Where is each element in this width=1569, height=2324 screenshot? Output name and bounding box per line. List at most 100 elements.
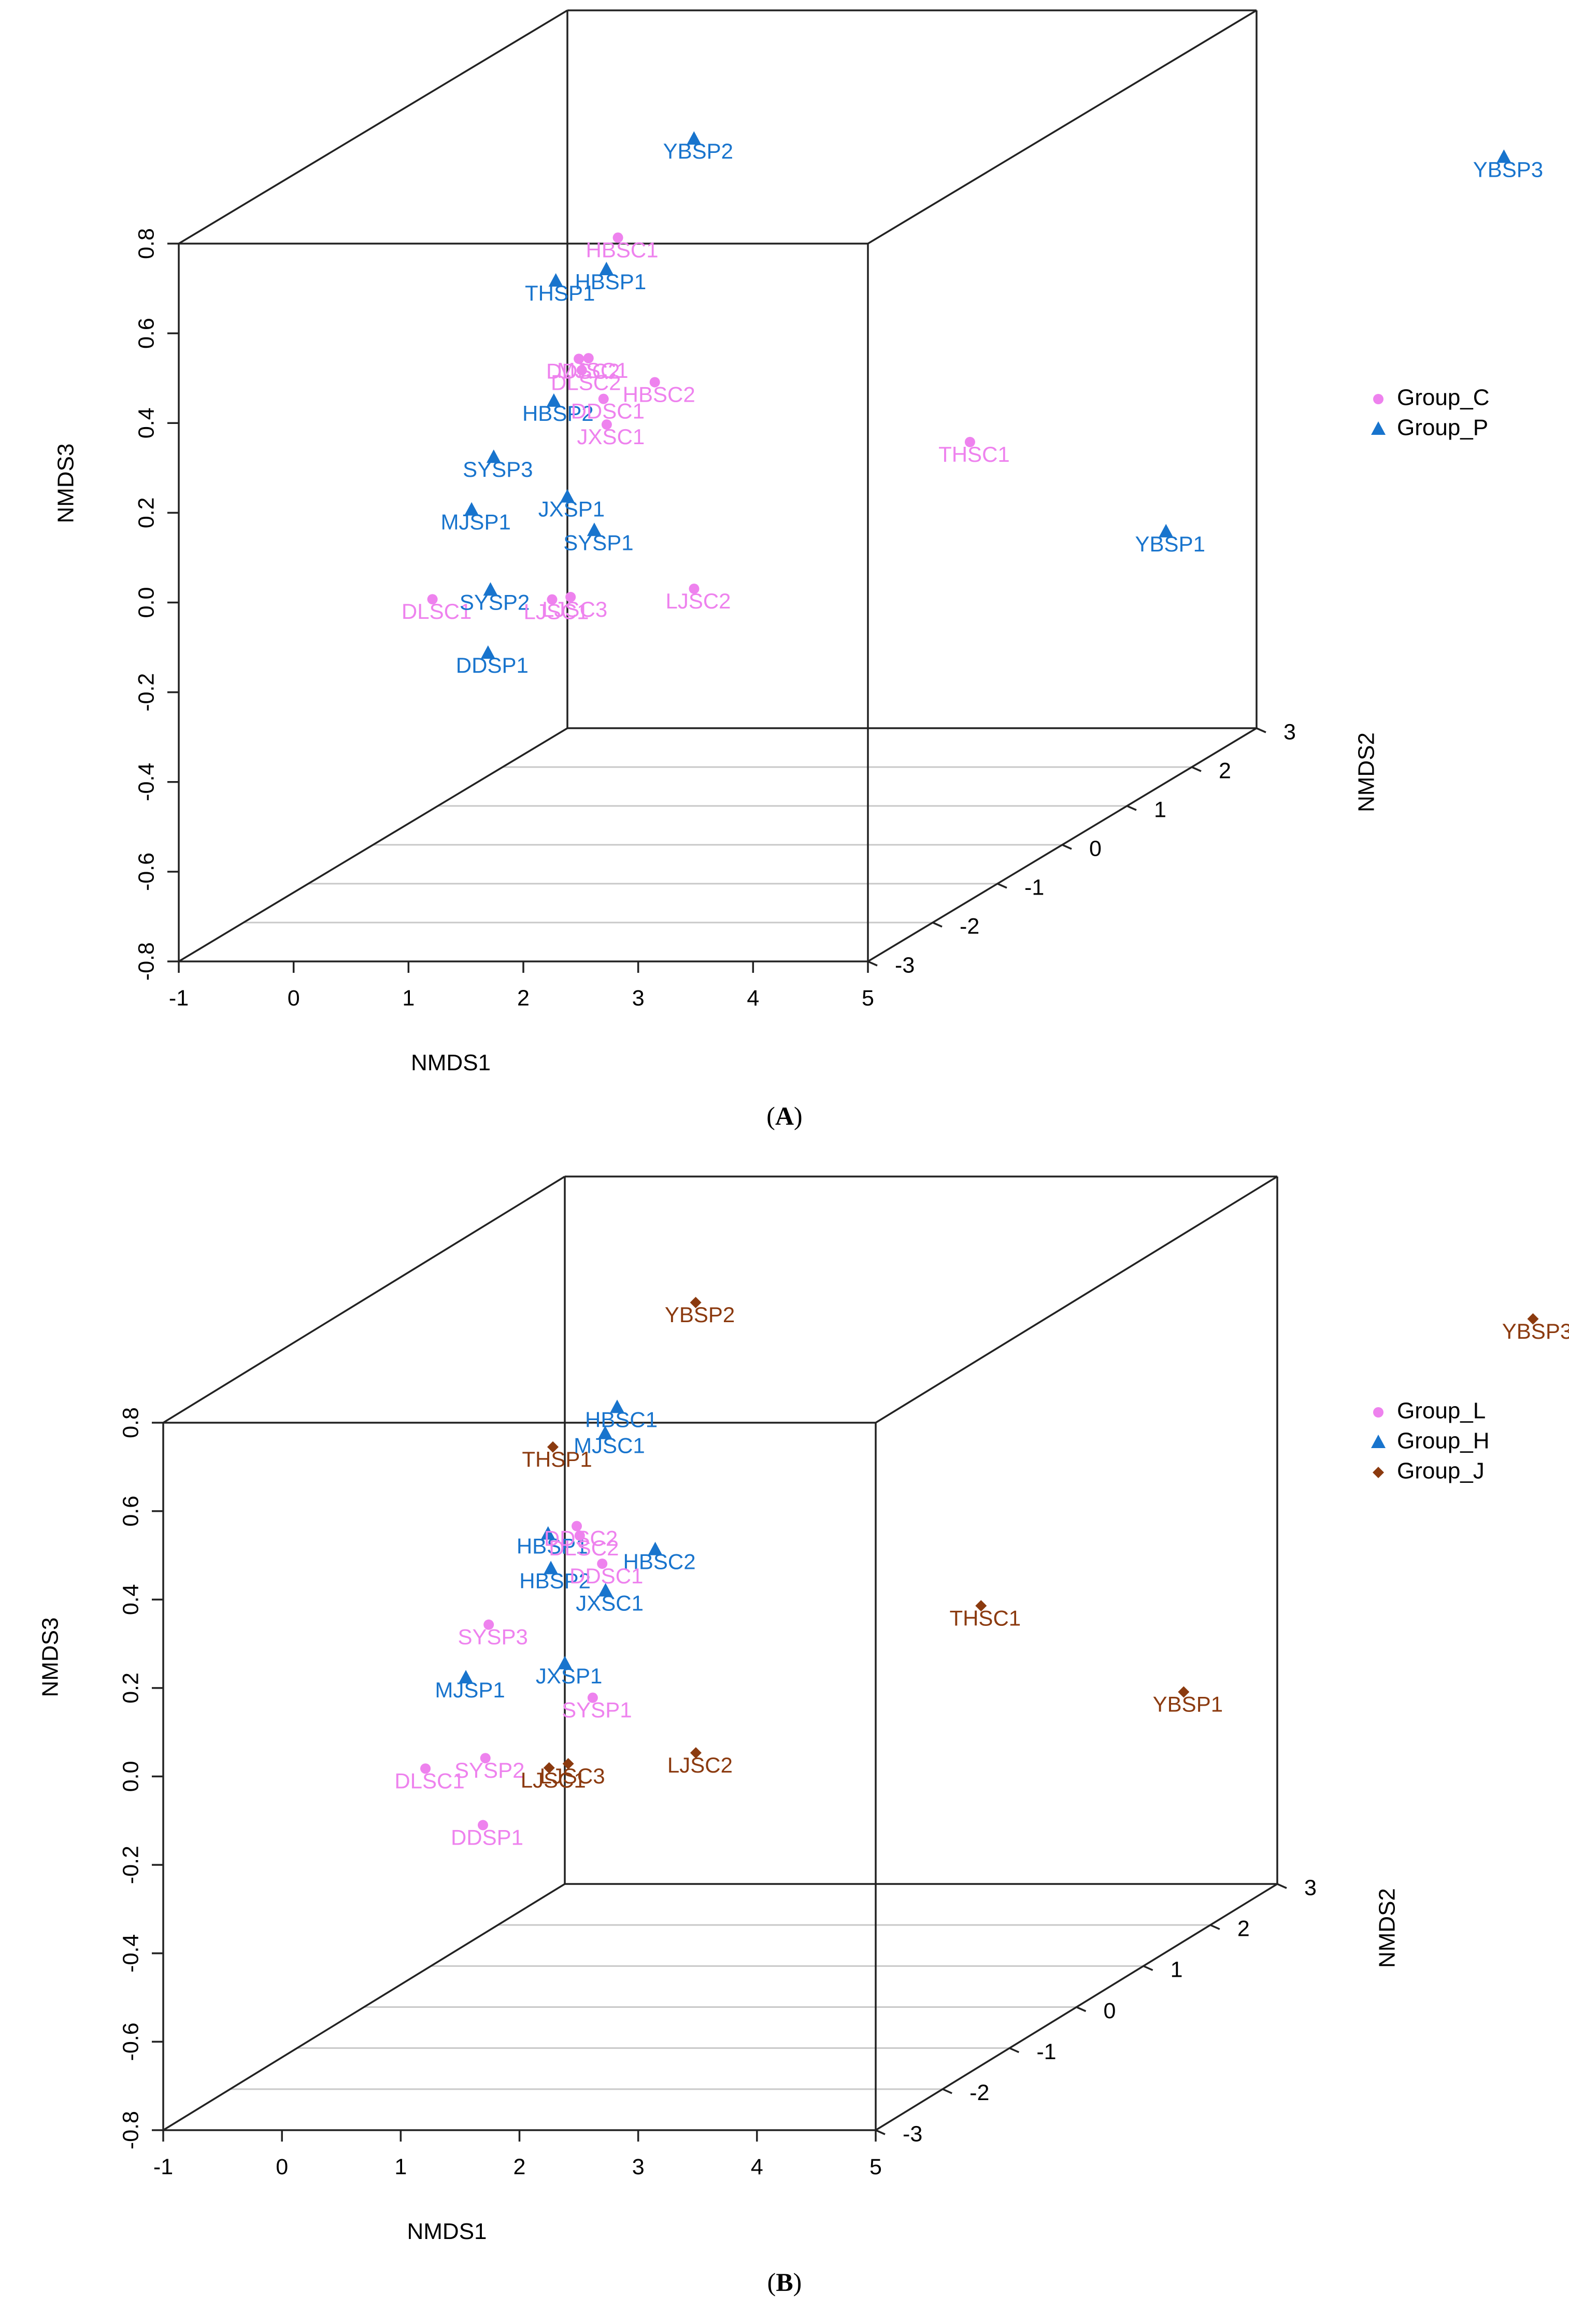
floor-grid bbox=[244, 766, 1192, 924]
point-ljsc3 bbox=[565, 591, 576, 602]
point-hbsc1 bbox=[610, 1399, 625, 1413]
x-tick-label: 3 bbox=[632, 2155, 645, 2179]
point-label: MJSP1 bbox=[440, 510, 510, 534]
point-label: LJSC2 bbox=[665, 589, 731, 613]
y-tick bbox=[1143, 1965, 1153, 1971]
point-ybsp3 bbox=[1527, 1313, 1539, 1325]
panel-b-nmds-plot: -1 0 1 2 3 4 5 -0.8 -0.6 -0.4 -0.2 0.0 0.2 0.4 0.6 0.8 -… bbox=[38, 1175, 1569, 2297]
z-tick-label: 0.6 bbox=[134, 318, 159, 349]
point-label: MJSP1 bbox=[435, 1678, 505, 1702]
point-mjsc1 bbox=[583, 353, 594, 364]
point-hbsp2 bbox=[546, 393, 561, 407]
point-jxsc1 bbox=[601, 419, 612, 430]
point-label: DDSC1 bbox=[571, 399, 645, 423]
x-tick-label: 1 bbox=[402, 986, 415, 1011]
legend-marker-group_p bbox=[1371, 421, 1386, 435]
legend-label: Group_C bbox=[1397, 385, 1490, 410]
point-label: YBSP1 bbox=[1153, 1692, 1223, 1716]
point-label: LJSC1 bbox=[523, 600, 589, 624]
legend-marker-group_j bbox=[1373, 1467, 1384, 1478]
point-label: MJSC1 bbox=[574, 1434, 645, 1458]
data-points: YBSP2HBSC1THSP1HBSP1MJSC1DDSC2DLSC2HBSC2… bbox=[394, 1297, 1569, 1849]
box-edge bbox=[163, 1883, 565, 2131]
point-dlsc2 bbox=[574, 1530, 585, 1541]
data-points: YBSP2HBSC1THSP1HBSP1MJSC1DDSC2DLSC2HBSC2… bbox=[402, 131, 1543, 677]
point-thsp1 bbox=[548, 273, 563, 287]
x-tick-label: 4 bbox=[751, 2155, 763, 2179]
y-tick bbox=[1062, 844, 1072, 850]
z-tick-label: 0.8 bbox=[134, 228, 159, 259]
point-label: LJSC1 bbox=[521, 1768, 586, 1792]
panel-a-nmds-plot: -1 0 1 2 3 4 5 -0.8 -0.6 -0.4 -0.2 0.0 0.2 0.4 0.6 0.8 -… bbox=[53, 9, 1543, 1130]
z-tick-label: 0.4 bbox=[134, 407, 159, 438]
point-mjsp1 bbox=[459, 1669, 474, 1683]
point-ljsc1 bbox=[547, 594, 558, 605]
point-hbsc2 bbox=[648, 1541, 663, 1555]
point-label: SYSP3 bbox=[463, 457, 533, 481]
y-tick bbox=[867, 960, 878, 967]
z-tick-label: -0.8 bbox=[118, 2111, 143, 2149]
point-label: SYSP1 bbox=[562, 1698, 632, 1722]
point-label: DDSP1 bbox=[451, 1825, 523, 1849]
z-axis-title: NMDS3 bbox=[38, 1617, 63, 1697]
point-label: HBSP2 bbox=[522, 401, 594, 426]
z-tick-label: -0.6 bbox=[118, 2022, 143, 2061]
point-ddsc1 bbox=[598, 393, 609, 404]
x-tick-label: -1 bbox=[169, 986, 189, 1011]
x-tick-label: 2 bbox=[517, 986, 530, 1011]
x-tick-label: 5 bbox=[869, 2155, 882, 2179]
point-sysp2 bbox=[480, 1753, 491, 1764]
y-tick-label: -2 bbox=[969, 2080, 989, 2105]
point-label: LJSC3 bbox=[540, 1764, 605, 1788]
point-mjsp1 bbox=[464, 502, 479, 516]
y-tick-label: 0 bbox=[1104, 1999, 1116, 2023]
point-ljsc1 bbox=[543, 1762, 555, 1774]
y-tick bbox=[1191, 766, 1202, 772]
point-label: DLSC1 bbox=[394, 1768, 464, 1793]
point-label: HBSC2 bbox=[623, 1550, 696, 1574]
y-tick bbox=[1256, 727, 1266, 733]
x-tick-label: 5 bbox=[862, 986, 874, 1011]
y-tick-label: 0 bbox=[1089, 836, 1102, 861]
legend-label: Group_P bbox=[1397, 415, 1488, 441]
point-label: DDSC1 bbox=[569, 1564, 643, 1588]
x-tick-label: 0 bbox=[276, 2155, 288, 2179]
x-tick-label: 3 bbox=[632, 986, 645, 1011]
y-tick bbox=[1210, 1924, 1220, 1930]
y-tick-label: -1 bbox=[1036, 2039, 1056, 2064]
point-label: LJSC3 bbox=[542, 597, 607, 621]
z-tick-label: -0.8 bbox=[134, 942, 159, 981]
x-tick-label: 4 bbox=[747, 986, 759, 1011]
box-edge bbox=[163, 1175, 565, 1424]
point-label: DLSC2 bbox=[551, 370, 621, 394]
point-label: LJSC2 bbox=[667, 1753, 733, 1777]
point-ljsc2 bbox=[689, 584, 700, 594]
y-axis-title: NMDS2 bbox=[1375, 1888, 1400, 1968]
point-ybsp2 bbox=[687, 131, 702, 145]
x-axis-title: NMDS1 bbox=[407, 2219, 487, 2244]
box-edge bbox=[178, 9, 568, 245]
point-ybsp1 bbox=[1159, 523, 1174, 537]
point-label: YBSP2 bbox=[663, 139, 733, 163]
legend-label: Group_J bbox=[1397, 1458, 1485, 1484]
z-tick-label: -0.2 bbox=[134, 673, 159, 712]
x-tick-label: -1 bbox=[153, 2155, 173, 2179]
z-tick-label: 0.0 bbox=[118, 1761, 143, 1792]
point-label: JXSP1 bbox=[538, 497, 605, 521]
point-label: THSP1 bbox=[525, 281, 595, 305]
point-jxsc1 bbox=[598, 1583, 613, 1597]
x-tick-label: 0 bbox=[288, 986, 300, 1011]
point-label: YBSP2 bbox=[665, 1302, 735, 1327]
floor-grid bbox=[230, 1924, 1210, 2090]
y-tick bbox=[1277, 1883, 1287, 1889]
y-tick bbox=[1126, 805, 1137, 811]
legend-label: Group_L bbox=[1397, 1398, 1486, 1424]
point-label: THSP1 bbox=[522, 1447, 592, 1471]
z-tick-label: 0.4 bbox=[118, 1584, 143, 1615]
z-axis-title: NMDS3 bbox=[53, 443, 79, 523]
y-axis-title: NMDS2 bbox=[1354, 732, 1379, 812]
y-tick-label: -3 bbox=[903, 2121, 922, 2146]
y-tick-label: 2 bbox=[1237, 1917, 1250, 1942]
y-tick-label: 3 bbox=[1283, 719, 1296, 744]
point-label: HBSP1 bbox=[575, 270, 646, 294]
